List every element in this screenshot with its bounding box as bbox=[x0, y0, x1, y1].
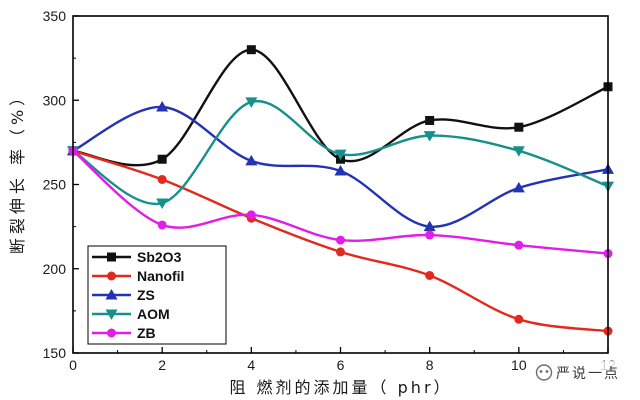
data-point-zb bbox=[246, 210, 256, 220]
legend-item-sb2o3: Sb2O3 bbox=[92, 249, 182, 265]
data-point-zb bbox=[514, 240, 524, 250]
watermark-backdrop bbox=[531, 361, 629, 384]
data-point-zb bbox=[425, 230, 435, 240]
data-point-aom bbox=[334, 149, 347, 161]
y-tick-label: 250 bbox=[43, 177, 67, 193]
y-axis-title: 断裂伸长 率（%） bbox=[8, 86, 27, 254]
data-point-nanofil bbox=[425, 270, 435, 280]
legend-label: ZB bbox=[137, 325, 156, 341]
wechat-icon bbox=[535, 364, 553, 381]
legend: Sb2O3 Nanofil ZS AOM ZB bbox=[87, 245, 227, 345]
legend-marker bbox=[105, 289, 118, 300]
y-tick-label: 350 bbox=[43, 8, 67, 24]
legend-label: ZS bbox=[137, 287, 155, 303]
x-tick-label: 2 bbox=[158, 357, 166, 373]
data-point-zb bbox=[157, 220, 167, 230]
data-point-zb bbox=[336, 235, 345, 245]
series-zb bbox=[68, 146, 613, 259]
legend-label: Nanofil bbox=[137, 268, 184, 284]
legend-marker bbox=[107, 271, 116, 281]
x-tick-label: 0 bbox=[69, 357, 77, 373]
x-tick-label: 6 bbox=[337, 357, 345, 373]
legend-label: Sb2O3 bbox=[137, 249, 182, 265]
legend-item-nanofil: Nanofil bbox=[92, 268, 184, 284]
series-layer bbox=[67, 45, 614, 336]
legend-item-aom: AOM bbox=[92, 306, 170, 322]
data-point-nanofil bbox=[157, 174, 167, 184]
data-point-sb2o3 bbox=[514, 122, 524, 132]
x-axis-title: 阻 燃剂的添加量（ phr） bbox=[229, 378, 452, 397]
data-point-zs bbox=[334, 165, 347, 176]
legend-marker bbox=[107, 252, 116, 262]
x-tick-label: 4 bbox=[247, 357, 255, 373]
x-tick-label: 10 bbox=[511, 357, 527, 373]
data-point-aom bbox=[512, 146, 525, 157]
y-tick-label: 300 bbox=[43, 92, 67, 108]
data-point-zs bbox=[512, 181, 525, 193]
data-point-nanofil bbox=[514, 314, 524, 324]
legend-label: AOM bbox=[137, 306, 170, 322]
data-point-aom bbox=[423, 131, 436, 142]
data-point-zs bbox=[156, 100, 169, 112]
legend-marker bbox=[105, 309, 118, 320]
legend-item-zb: ZB bbox=[92, 325, 156, 341]
legend-marker bbox=[107, 328, 116, 338]
y-tick-label: 200 bbox=[43, 261, 67, 277]
data-point-sb2o3 bbox=[246, 45, 256, 55]
data-point-sb2o3 bbox=[425, 115, 435, 125]
x-tick-label: 8 bbox=[426, 357, 434, 373]
legend-item-zs: ZS bbox=[92, 287, 155, 303]
data-point-sb2o3 bbox=[157, 154, 167, 164]
data-point-zs bbox=[423, 220, 436, 232]
y-tick-label: 150 bbox=[43, 345, 67, 361]
data-point-aom bbox=[245, 97, 258, 108]
data-point-aom bbox=[156, 198, 169, 210]
plot-frame bbox=[72, 15, 609, 354]
watermark-text: 严说一点 bbox=[556, 366, 620, 382]
data-point-zs bbox=[245, 154, 258, 166]
data-point-nanofil bbox=[336, 247, 345, 257]
watermark: 严说一点 bbox=[531, 361, 629, 384]
